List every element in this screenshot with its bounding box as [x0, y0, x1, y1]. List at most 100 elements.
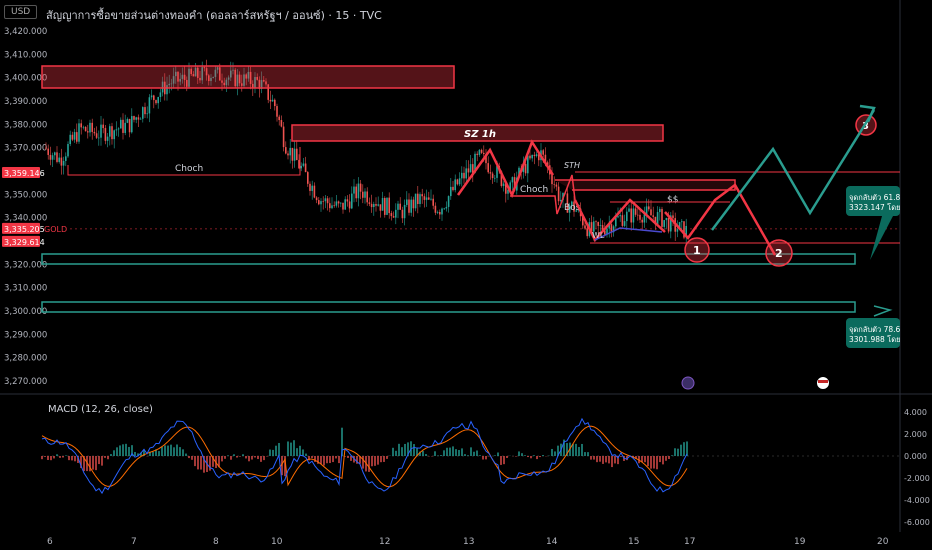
resistance-zone	[41, 65, 455, 89]
candle-body	[368, 202, 371, 204]
x-axis-tick-label: 20	[877, 537, 889, 547]
macd-histogram-bar	[188, 456, 190, 459]
macd-histogram-bar	[227, 455, 229, 456]
macd-tick-label: -2.000	[904, 474, 930, 483]
macd-histogram-bar	[167, 445, 169, 456]
candle-body	[241, 83, 243, 86]
candle-body	[597, 222, 599, 226]
macd-histogram-bar	[131, 445, 133, 456]
macd-histogram-bar	[155, 449, 157, 456]
candle-body	[472, 164, 474, 173]
macd-histogram-bar	[191, 456, 193, 460]
macd-histogram-bar	[602, 456, 604, 464]
macd-histogram-bar	[101, 456, 103, 466]
macd-histogram-bar	[401, 447, 403, 456]
macd-histogram-bar	[176, 444, 178, 456]
fib-pointer-1	[870, 216, 893, 260]
macd-histogram-bar	[350, 456, 352, 461]
macd-histogram-bar	[179, 447, 181, 456]
macd-histogram-bar	[332, 456, 334, 463]
macd-histogram-bar	[236, 456, 238, 458]
macd-histogram-bar	[530, 456, 532, 459]
macd-histogram-bar	[209, 456, 211, 471]
candle-body	[502, 183, 505, 186]
candle-body	[463, 172, 465, 179]
price-tick-label: 3,370.000	[4, 144, 47, 154]
macd-histogram-bar	[656, 456, 658, 470]
candle-body	[612, 226, 615, 233]
candle-body	[139, 118, 142, 120]
macd-histogram-bar	[107, 456, 109, 460]
teal-projection	[711, 109, 876, 231]
macd-histogram-bar	[599, 456, 601, 462]
candle-body	[318, 200, 320, 205]
candle-body	[421, 194, 423, 197]
candle-body	[170, 83, 173, 85]
candle-body	[621, 215, 624, 226]
macd-tick-label: 0.000	[904, 452, 927, 461]
candle-body	[643, 214, 646, 223]
macd-histogram-bar	[293, 440, 295, 456]
macd-histogram-bar	[632, 456, 634, 458]
macd-histogram-bar	[80, 456, 82, 468]
candle-body	[93, 131, 96, 134]
candle-body	[359, 183, 362, 192]
macd-histogram-bar	[278, 443, 280, 456]
macd-histogram-bar	[407, 442, 409, 456]
macd-histogram-bar	[311, 456, 313, 459]
candle-body	[296, 148, 298, 161]
macd-histogram-bar	[323, 456, 325, 466]
candle-body	[201, 67, 203, 81]
macd-histogram-bar	[386, 456, 388, 459]
symbol-tag: GOLD	[44, 225, 67, 234]
macd-label: MACD (12, 26, close)	[48, 404, 153, 415]
support-zone-2	[41, 301, 856, 313]
currency-button[interactable]: USD	[4, 5, 38, 19]
fib-pointer-2	[873, 305, 893, 317]
price-tick-label: 3,340.000	[4, 214, 47, 224]
candle-body	[428, 197, 430, 200]
macd-histogram-bar	[383, 456, 385, 462]
macd-histogram-bar	[161, 446, 163, 456]
candle-body	[126, 118, 129, 123]
candle-body	[511, 177, 514, 183]
candle-body	[628, 208, 630, 212]
macd-histogram-bar	[503, 456, 505, 465]
choch-mid-label: Choch	[520, 185, 548, 195]
candle-body	[555, 184, 558, 187]
macd-histogram-bar	[551, 448, 553, 456]
macd-histogram-bar	[77, 456, 79, 463]
candle-body	[529, 155, 531, 159]
price-tick-label: 3,300.000	[4, 307, 47, 317]
candle-body	[267, 84, 269, 100]
candle-body	[397, 203, 399, 210]
candle-body	[381, 197, 384, 211]
candle-body	[115, 129, 118, 131]
price-tick-label: 3,400.000	[4, 74, 47, 84]
macd-histogram-bar	[674, 448, 676, 456]
macd-histogram-bar	[404, 443, 406, 456]
candle-body	[357, 183, 360, 199]
macd-histogram-bar	[119, 445, 121, 456]
macd-histogram-bar	[104, 456, 106, 458]
macd-histogram-bar	[269, 449, 271, 456]
macd-histogram-bar	[359, 456, 361, 464]
price-tick-label: 3,420.000	[4, 27, 47, 37]
candle-body	[586, 228, 588, 237]
macd-histogram-bar	[665, 456, 667, 461]
macd-histogram-bar	[587, 452, 589, 456]
candle-body	[452, 186, 454, 191]
candle-body	[135, 117, 137, 120]
macd-histogram-bar	[590, 456, 592, 460]
candle-body	[73, 132, 76, 140]
choch-bos-lines	[510, 174, 576, 215]
candle-body	[544, 154, 547, 163]
candle-body	[300, 165, 302, 169]
macd-histogram-bar	[482, 456, 484, 460]
macd-histogram-bar	[506, 456, 508, 458]
candle-body	[507, 189, 509, 194]
macd-histogram-bar	[659, 456, 661, 463]
candle-body	[439, 212, 441, 215]
candle-body	[302, 163, 305, 166]
